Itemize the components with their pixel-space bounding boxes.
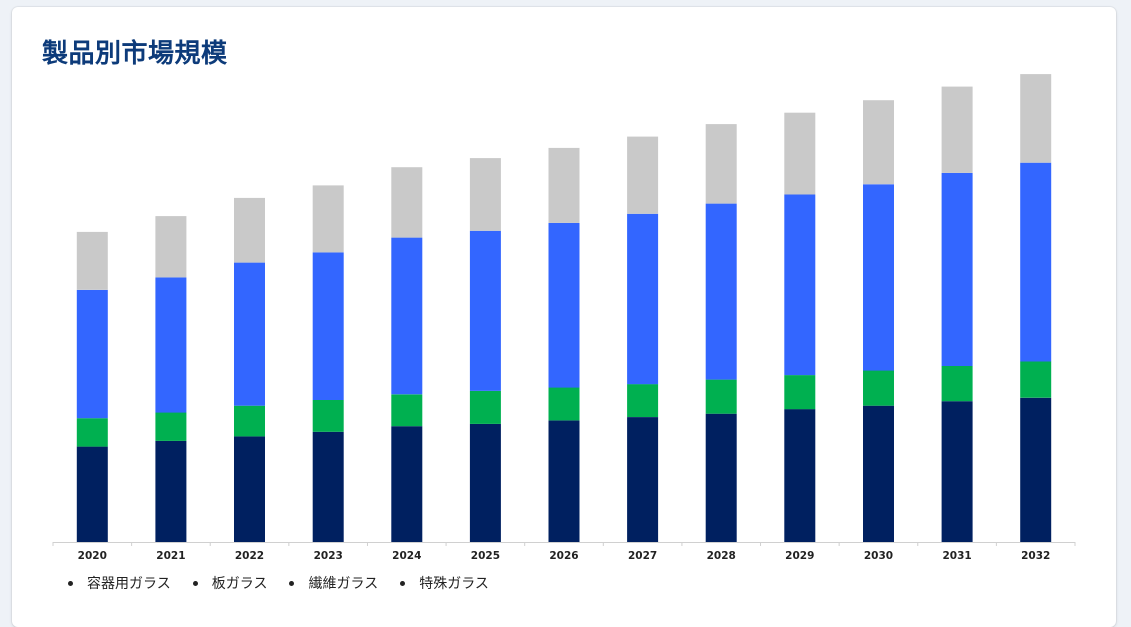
bar-segment-2032-s3[interactable] bbox=[1020, 74, 1052, 163]
bar-segment-2029-s1[interactable] bbox=[784, 375, 816, 410]
x-tick-label: 2028 bbox=[707, 550, 736, 562]
bar-segment-2029-s3[interactable] bbox=[784, 112, 816, 195]
bar-segment-2024-s0[interactable] bbox=[391, 426, 423, 542]
bar-segment-2023-s2[interactable] bbox=[312, 252, 344, 400]
x-tick-label: 2023 bbox=[314, 550, 343, 562]
x-tick-label: 2025 bbox=[471, 550, 500, 562]
bar-segment-2020-s2[interactable] bbox=[76, 289, 108, 419]
bar-segment-2028-s2[interactable] bbox=[705, 203, 737, 380]
legend-item-flat-glass[interactable]: 板ガラス bbox=[192, 573, 268, 593]
x-tick-label: 2021 bbox=[156, 550, 185, 562]
x-axis-ticks: 2020 2021 2022 2023 2024 2025 2026 2027 2028 2029… bbox=[52, 542, 1076, 562]
bar-segment-2030-s2[interactable] bbox=[863, 184, 894, 371]
bar-segment-2025-s2[interactable] bbox=[469, 230, 501, 391]
bar-segment-2027-s1[interactable] bbox=[627, 384, 659, 417]
bar-segment-2025-s0[interactable] bbox=[469, 423, 501, 542]
bar-segment-2031-s1[interactable] bbox=[941, 366, 973, 402]
bar-segment-2031-s0[interactable] bbox=[941, 401, 973, 542]
bar-segment-2020-s1[interactable] bbox=[76, 418, 108, 447]
bar-segment-2028-s1[interactable] bbox=[705, 379, 737, 414]
bar-segment-2022-s1[interactable] bbox=[234, 405, 265, 437]
bar-segment-2025-s3[interactable] bbox=[469, 158, 501, 231]
bar-segment-2032-s2[interactable] bbox=[1020, 162, 1052, 362]
bar-segment-2025-s1[interactable] bbox=[469, 391, 501, 424]
x-tick-label: 2030 bbox=[864, 550, 893, 562]
x-tick-label: 2022 bbox=[235, 550, 264, 562]
bar-segment-2026-s1[interactable] bbox=[548, 387, 580, 421]
bar-segment-2029-s2[interactable] bbox=[784, 194, 816, 376]
bar-segment-2022-s2[interactable] bbox=[234, 262, 265, 406]
chart-title: 製品別市場規模 bbox=[42, 39, 228, 69]
x-tick-label: 2026 bbox=[549, 550, 578, 562]
bar-segment-2027-s2[interactable] bbox=[627, 213, 659, 385]
bar-segment-2020-s0[interactable] bbox=[76, 446, 108, 542]
bar-segment-2021-s1[interactable] bbox=[155, 412, 187, 441]
bar-segment-2026-s2[interactable] bbox=[548, 222, 580, 388]
legend-bullet-icon bbox=[400, 580, 406, 586]
legend-label: 繊維ガラス bbox=[308, 576, 379, 592]
bar-segment-2028-s3[interactable] bbox=[705, 124, 737, 204]
bar-segment-2024-s1[interactable] bbox=[391, 394, 423, 427]
bar-segment-2022-s0[interactable] bbox=[234, 436, 265, 542]
bar-segment-2031-s2[interactable] bbox=[941, 172, 973, 366]
bar-segment-2023-s1[interactable] bbox=[312, 400, 344, 432]
bar-segment-2032-s1[interactable] bbox=[1020, 361, 1052, 398]
legend-label: 特殊ガラス bbox=[419, 576, 489, 592]
bar-segment-2020-s3[interactable] bbox=[76, 231, 108, 290]
legend-item-container-glass[interactable]: 容器用ガラス bbox=[68, 573, 171, 593]
x-tick-label: 2024 bbox=[392, 550, 421, 562]
bar-segment-2030-s1[interactable] bbox=[863, 370, 894, 406]
bar-segment-2030-s3[interactable] bbox=[863, 100, 894, 185]
x-tick-label: 2031 bbox=[942, 550, 971, 562]
legend-bullet-icon bbox=[289, 580, 295, 586]
bar-segment-2021-s0[interactable] bbox=[155, 440, 187, 542]
stacked-bar-chart: 2020 2021 2022 2023 2024 2025 2026 2027 2028 2029… bbox=[52, 74, 1076, 562]
bar-segment-2026-s0[interactable] bbox=[548, 420, 580, 543]
bar-segment-2021-s2[interactable] bbox=[155, 277, 187, 413]
legend-label: 容器用ガラス bbox=[87, 576, 171, 592]
bar-segment-2021-s3[interactable] bbox=[155, 216, 187, 278]
x-tick-label: 2027 bbox=[628, 550, 657, 562]
legend-bullet-icon bbox=[68, 580, 73, 586]
x-tick-label: 2029 bbox=[785, 550, 814, 562]
legend-bullet-icon bbox=[192, 580, 198, 586]
bar-segment-2030-s0[interactable] bbox=[863, 405, 894, 542]
legend-item-specialty-glass[interactable]: 特殊ガラス bbox=[400, 573, 489, 593]
legend-item-fiber-glass[interactable]: 繊維ガラス bbox=[289, 573, 378, 593]
x-tick-label: 2032 bbox=[1021, 550, 1050, 562]
bars-group bbox=[76, 74, 1052, 543]
bar-segment-2024-s3[interactable] bbox=[391, 167, 423, 238]
legend-label: 板ガラス bbox=[211, 576, 268, 592]
bar-segment-2028-s0[interactable] bbox=[705, 413, 737, 542]
bar-segment-2027-s0[interactable] bbox=[627, 417, 659, 542]
bar-segment-2029-s0[interactable] bbox=[784, 409, 816, 542]
bar-segment-2023-s0[interactable] bbox=[312, 431, 344, 542]
bar-segment-2027-s3[interactable] bbox=[627, 136, 659, 214]
bar-segment-2022-s3[interactable] bbox=[234, 197, 265, 263]
x-tick-label: 2020 bbox=[78, 550, 107, 562]
legend: 容器用ガラス 板ガラス 繊維ガラス 特殊ガラス bbox=[68, 573, 489, 593]
bar-segment-2032-s0[interactable] bbox=[1020, 397, 1052, 542]
bar-segment-2026-s3[interactable] bbox=[548, 147, 580, 223]
bar-segment-2023-s3[interactable] bbox=[312, 185, 344, 253]
bar-segment-2024-s2[interactable] bbox=[391, 237, 423, 395]
bar-segment-2031-s3[interactable] bbox=[941, 86, 973, 173]
